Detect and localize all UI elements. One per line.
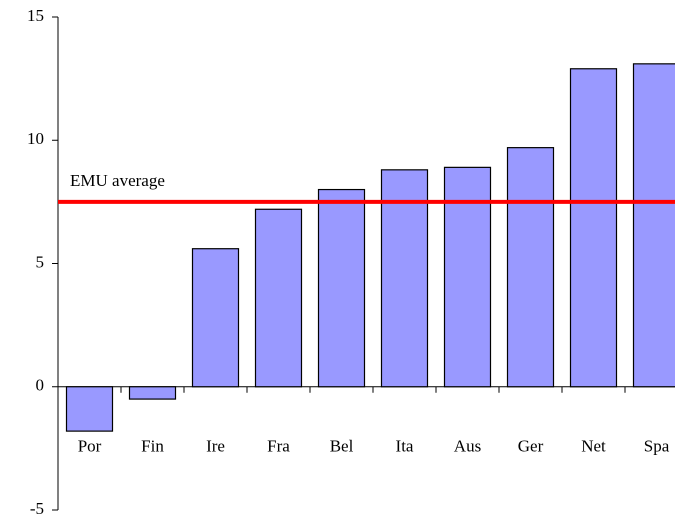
bar (632, 63, 675, 388)
bar (254, 208, 303, 388)
bar (506, 147, 555, 388)
bar (65, 386, 114, 432)
x-tick-label: Spa (644, 437, 670, 456)
bar (191, 248, 240, 388)
bar (380, 169, 429, 388)
bar (317, 188, 366, 388)
y-tick-label: -5 (30, 499, 44, 518)
x-tick-label: Ger (518, 437, 544, 456)
x-tick-label: Por (78, 437, 102, 456)
y-tick-label: 10 (27, 129, 44, 148)
reference-label: EMU average (70, 171, 165, 190)
x-tick-label: Bel (330, 437, 354, 456)
y-tick-label: 5 (36, 252, 45, 271)
x-tick-label: Fin (141, 437, 164, 456)
bar (128, 386, 177, 400)
y-tick-label: 15 (27, 6, 44, 25)
y-tick-label: 0 (36, 376, 45, 395)
x-tick-label: Ire (206, 437, 225, 456)
bar (569, 68, 618, 388)
x-tick-label: Fra (267, 437, 290, 456)
x-tick-label: Aus (454, 437, 481, 456)
bar (443, 166, 492, 388)
x-tick-label: Net (581, 437, 606, 456)
x-tick-label: Ita (396, 437, 414, 456)
